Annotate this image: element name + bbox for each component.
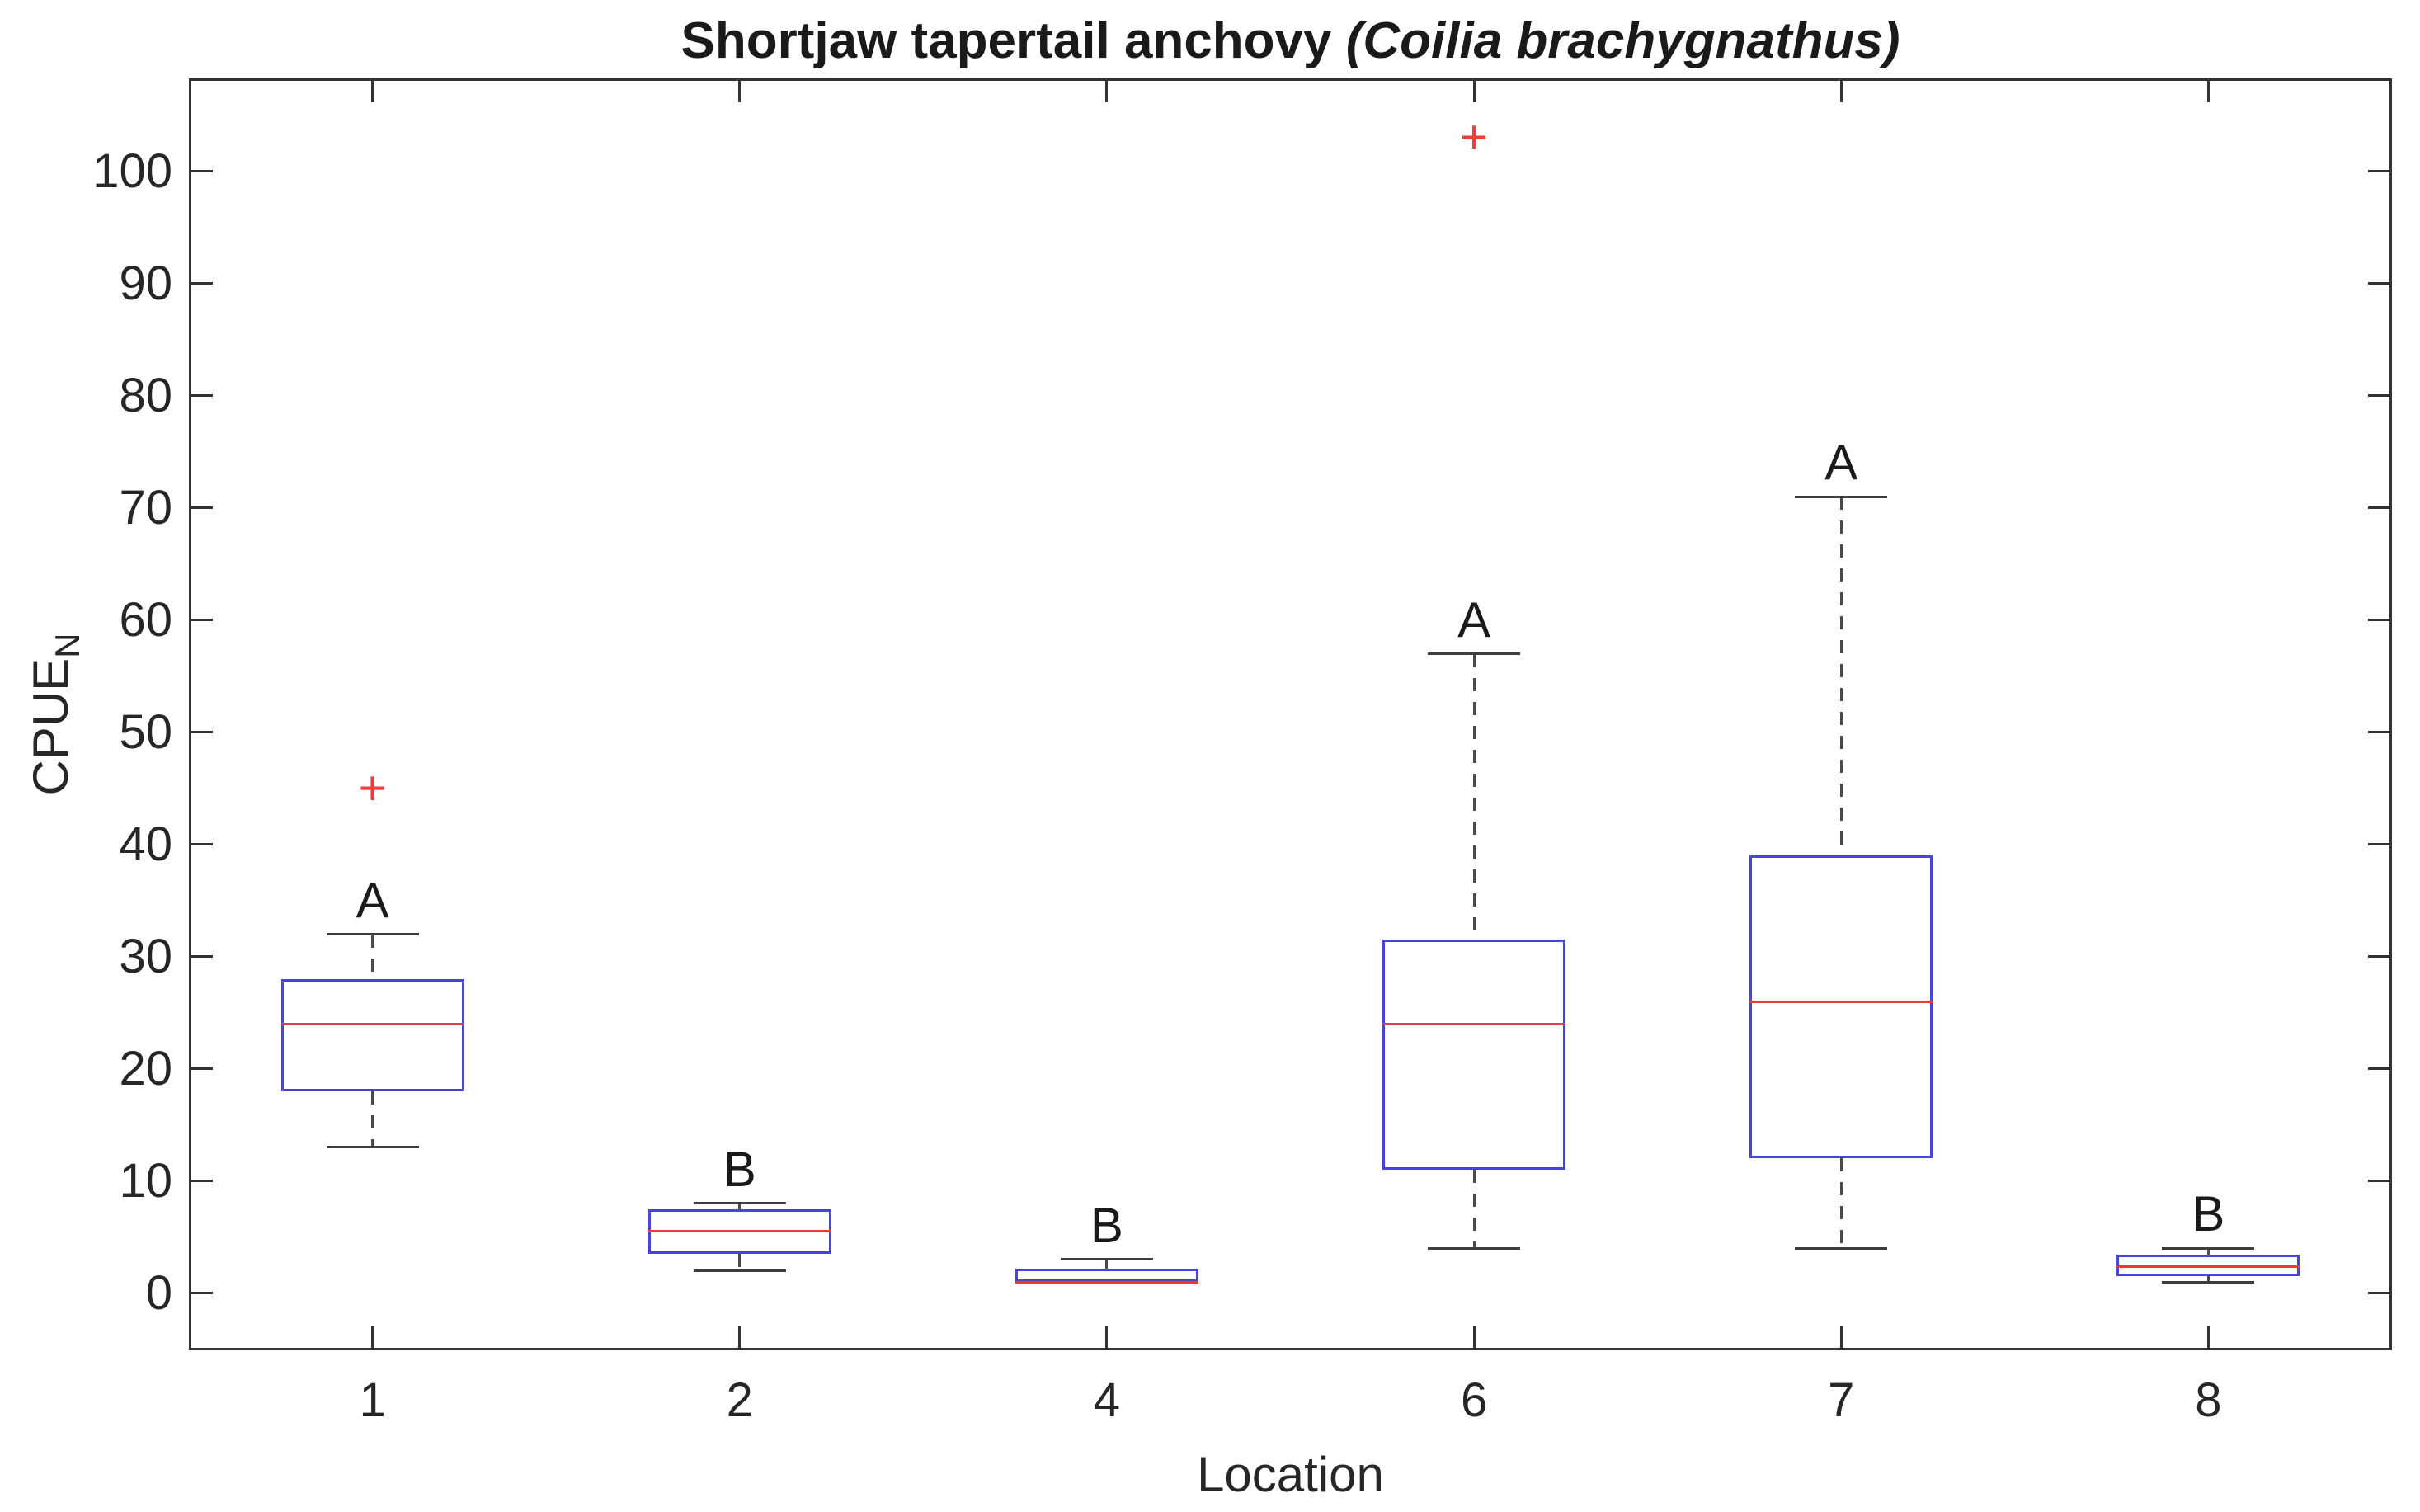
y-tick-label: 60 <box>119 592 172 647</box>
y-tick-mark-left <box>191 619 213 622</box>
y-tick-mark-left <box>191 170 213 173</box>
whisker-cap-upper <box>2162 1246 2255 1250</box>
y-tick-label: 0 <box>145 1265 172 1320</box>
significance-letter: B <box>1090 1198 1123 1254</box>
x-tick-mark-bottom <box>1839 1326 1843 1348</box>
y-tick-mark-right <box>2368 170 2389 173</box>
outlier-marker: + <box>358 761 387 815</box>
x-tick-mark-top <box>2206 81 2210 102</box>
whisker-cap-upper <box>326 933 419 936</box>
y-tick-mark-right <box>2368 1292 2389 1295</box>
y-tick-label: 10 <box>119 1153 172 1208</box>
whisker-cap-lower <box>693 1269 786 1272</box>
median-line <box>2116 1265 2300 1268</box>
whisker-line-upper <box>1472 653 1476 940</box>
whisker-cap-upper <box>1060 1258 1153 1261</box>
x-tick-mark-bottom <box>738 1326 742 1348</box>
y-tick-label: 70 <box>119 480 172 535</box>
median-line <box>1015 1280 1198 1284</box>
y-tick-label: 100 <box>92 144 172 198</box>
x-tick-mark-top <box>738 81 742 102</box>
significance-letter: A <box>355 872 389 928</box>
x-tick-mark-bottom <box>1105 1326 1109 1348</box>
whisker-cap-upper <box>693 1202 786 1205</box>
whisker-cap-upper <box>1428 652 1521 656</box>
x-tick-mark-top <box>1105 81 1109 102</box>
significance-letter: A <box>1824 435 1858 491</box>
x-tick-label: 4 <box>1093 1373 1121 1427</box>
y-tick-label: 40 <box>119 817 172 871</box>
plot-area-border <box>189 78 2392 1350</box>
y-tick-mark-right <box>2368 282 2389 285</box>
significance-letter: B <box>2192 1186 2225 1242</box>
whisker-line-lower <box>1839 1158 1843 1249</box>
y-tick-mark-left <box>191 1180 213 1183</box>
x-tick-mark-top <box>1472 81 1476 102</box>
y-tick-mark-right <box>2368 619 2389 622</box>
y-tick-mark-left <box>191 843 213 846</box>
y-tick-mark-left <box>191 1292 213 1295</box>
y-tick-mark-left <box>191 955 213 959</box>
y-tick-mark-right <box>2368 1180 2389 1183</box>
box <box>1749 855 1933 1159</box>
outlier-marker: + <box>1460 111 1489 165</box>
x-tick-mark-bottom <box>2206 1326 2210 1348</box>
x-tick-mark-bottom <box>1472 1326 1476 1348</box>
whisker-cap-upper <box>1795 495 1888 498</box>
whisker-cap-lower <box>2162 1280 2255 1284</box>
whisker-line-lower <box>738 1254 742 1271</box>
whisker-cap-lower <box>326 1146 419 1149</box>
y-tick-label: 30 <box>119 929 172 983</box>
box <box>280 978 464 1091</box>
median-line <box>280 1022 464 1025</box>
y-tick-mark-right <box>2368 394 2389 398</box>
y-tick-mark-left <box>191 731 213 734</box>
y-tick-label: 50 <box>119 704 172 759</box>
whisker-line-upper <box>1105 1259 1109 1269</box>
median-line <box>1749 1000 1933 1003</box>
y-tick-label: 90 <box>119 256 172 310</box>
x-tick-label: 7 <box>1828 1373 1855 1427</box>
x-tick-mark-bottom <box>371 1326 374 1348</box>
box <box>1015 1268 1198 1283</box>
x-tick-label: 1 <box>359 1373 386 1427</box>
y-tick-label: 20 <box>119 1041 172 1095</box>
y-tick-mark-right <box>2368 955 2389 959</box>
whisker-cap-lower <box>1428 1246 1521 1250</box>
y-tick-mark-left <box>191 506 213 510</box>
whisker-line-lower <box>2206 1276 2210 1283</box>
chart-title-scientific-name: (Coilia brachygnathus) <box>1345 12 1900 69</box>
x-tick-mark-top <box>1839 81 1843 102</box>
y-tick-mark-right <box>2368 843 2389 846</box>
x-tick-label: 8 <box>2195 1373 2222 1427</box>
whisker-line-upper <box>1839 497 1843 856</box>
whisker-line-upper <box>738 1203 742 1209</box>
x-axis-label: Location <box>1197 1447 1384 1502</box>
whisker-line-upper <box>371 934 374 979</box>
significance-letter: A <box>1457 591 1491 648</box>
whisker-line-upper <box>2206 1248 2210 1255</box>
significance-letter: B <box>723 1142 756 1198</box>
box <box>1382 940 1566 1171</box>
chart-title-regular: Shortjaw tapertail anchovy <box>680 12 1346 69</box>
y-tick-mark-right <box>2368 731 2389 734</box>
y-tick-mark-right <box>2368 506 2389 510</box>
y-tick-label: 80 <box>119 368 172 422</box>
x-tick-label: 6 <box>1460 1373 1488 1427</box>
x-tick-label: 2 <box>726 1373 753 1427</box>
y-tick-mark-left <box>191 394 213 398</box>
median-line <box>1382 1022 1566 1025</box>
whisker-line-lower <box>1472 1170 1476 1249</box>
whisker-line-lower <box>371 1090 374 1147</box>
y-tick-mark-right <box>2368 1067 2389 1071</box>
y-tick-mark-left <box>191 1067 213 1071</box>
median-line <box>647 1230 831 1233</box>
x-tick-mark-top <box>371 81 374 102</box>
whisker-cap-lower <box>1795 1246 1888 1250</box>
y-tick-mark-left <box>191 282 213 285</box>
chart-title: Shortjaw tapertail anchovy (Coilia brach… <box>189 12 2392 70</box>
